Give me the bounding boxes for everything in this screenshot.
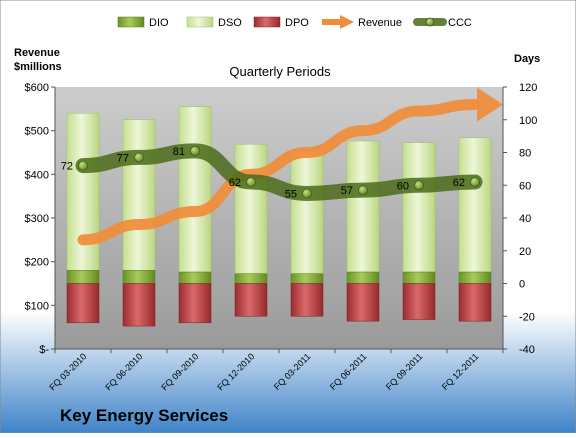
revenue-layer xyxy=(77,87,503,246)
right-axis-tick-label: 0 xyxy=(519,279,525,291)
right-axis-tick-label: 40 xyxy=(519,213,531,225)
bar-dso xyxy=(346,140,380,273)
left-axis-tick-label: $300 xyxy=(25,213,49,225)
bar-dpo xyxy=(346,283,380,322)
ccc-point xyxy=(246,177,256,187)
right-axis-tick-label: -40 xyxy=(519,344,535,356)
right-axis-tick-label: 80 xyxy=(519,148,531,160)
ccc-data-label: 57 xyxy=(341,185,353,197)
ccc-data-label: 55 xyxy=(285,188,297,200)
ccc-point xyxy=(134,152,144,163)
bar-dio xyxy=(178,271,212,284)
legend-swatch-ccc-point xyxy=(425,17,435,27)
chart-title: Quarterly Periods xyxy=(229,64,331,79)
bar-dso xyxy=(402,142,436,273)
bar-dpo xyxy=(66,283,100,324)
ccc-point xyxy=(470,177,480,187)
right-axis-tick-label: -20 xyxy=(519,311,535,323)
bar-dso xyxy=(234,144,268,274)
bar-dpo xyxy=(402,283,436,320)
ccc-layer: 72 77 81 62 55 57 60 62 xyxy=(61,143,483,201)
ccc-data-label: 60 xyxy=(397,180,409,192)
right-axis-tick-label: 60 xyxy=(519,180,531,192)
left-axis-label-line2: $millions xyxy=(14,61,62,73)
left-axis-tick-label: $400 xyxy=(25,169,49,181)
bar-dpo xyxy=(290,283,324,317)
ccc-data-label: 77 xyxy=(117,152,129,164)
legend-swatch-revenue-arrowhead xyxy=(340,15,354,29)
bar-dso xyxy=(290,150,324,274)
left-axis-label-line1: Revenue xyxy=(14,47,60,59)
bar-dpo xyxy=(458,283,492,322)
left-axis-tick-label: $100 xyxy=(25,300,49,312)
company-name: Key Energy Services xyxy=(60,406,228,425)
bar-dio xyxy=(122,270,156,284)
bar-dpo xyxy=(122,283,156,327)
left-axis-tick-label: $- xyxy=(39,344,49,356)
bar-dio xyxy=(458,271,492,284)
ccc-data-label: 72 xyxy=(61,161,73,173)
ccc-point xyxy=(302,188,312,199)
legend-label-dpo: DPO xyxy=(285,17,309,29)
bar-dpo xyxy=(178,283,212,324)
legend-label-ccc: CCC xyxy=(448,17,472,29)
ccc-point xyxy=(78,160,88,171)
bar-dio xyxy=(290,273,324,284)
legend-swatch-dpo xyxy=(253,16,281,28)
ccc-point xyxy=(190,145,200,156)
plot-area xyxy=(55,87,503,349)
bar-dpo xyxy=(234,283,268,317)
bar-dio xyxy=(346,271,380,284)
legend-label-revenue: Revenue xyxy=(358,17,402,29)
bar-dio xyxy=(402,271,436,284)
bar-dso xyxy=(122,119,156,271)
bar-dso xyxy=(66,112,100,271)
ccc-point xyxy=(358,185,368,196)
left-axis-tick-label: $500 xyxy=(25,126,49,138)
right-axis-tick-label: 100 xyxy=(519,115,537,127)
ccc-point xyxy=(414,180,424,191)
ccc-data-label: 62 xyxy=(229,177,241,189)
bar-dio xyxy=(66,270,100,284)
legend: DIO DSO DPO Revenue CCC xyxy=(117,15,472,29)
legend-swatch-dio xyxy=(117,16,145,28)
bar-dio xyxy=(234,273,268,284)
legend-swatch-dso xyxy=(186,16,214,28)
bar-dso xyxy=(458,137,492,273)
revenue-line xyxy=(77,98,481,246)
ccc-data-label: 81 xyxy=(173,146,185,158)
revenue-arrowhead xyxy=(477,87,503,122)
left-axis-tick-label: $200 xyxy=(25,257,49,269)
bar-dso xyxy=(178,106,212,273)
legend-label-dio: DIO xyxy=(149,17,169,29)
legend-label-dso: DSO xyxy=(218,17,242,29)
right-axis-label: Days xyxy=(514,53,540,65)
right-axis-tick-label: 120 xyxy=(519,82,537,94)
right-axis-tick-label: 20 xyxy=(519,246,531,258)
ccc-data-label: 62 xyxy=(453,177,465,189)
left-axis-tick-label: $600 xyxy=(25,82,49,94)
